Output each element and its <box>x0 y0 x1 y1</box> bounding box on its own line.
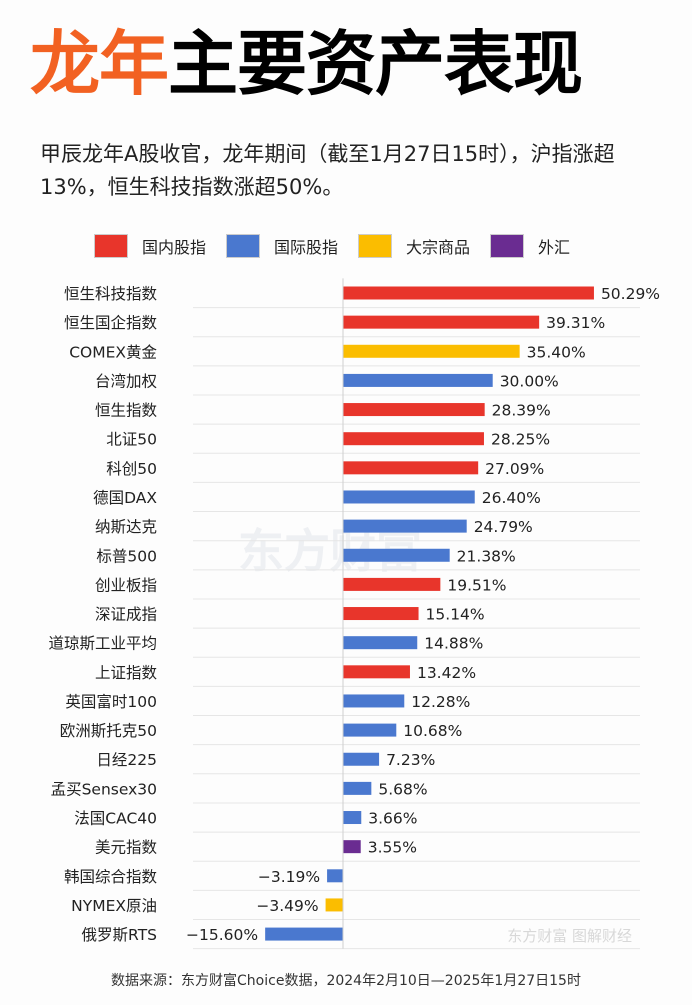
value-label: 5.68% <box>378 780 427 798</box>
bar <box>343 636 418 650</box>
bar <box>325 898 343 912</box>
value-label: 26.40% <box>482 489 541 507</box>
bar <box>343 490 475 504</box>
category-label: 道琼斯工业平均 <box>48 635 157 653</box>
bar <box>327 869 343 883</box>
bar <box>343 373 493 387</box>
category-label: 孟买Sensex30 <box>51 780 157 798</box>
category-label: 俄罗斯RTS <box>82 926 157 944</box>
bar <box>343 403 485 417</box>
value-label: 3.55% <box>368 839 417 857</box>
category-label: 恒生科技指数 <box>64 285 158 303</box>
data-source: 数据来源：东方财富Choice数据，2024年2月10日—2025年1月27日1… <box>111 973 581 989</box>
bar <box>343 840 361 854</box>
value-label: 14.88% <box>424 635 483 653</box>
bar <box>343 315 540 329</box>
legend-label: 外汇 <box>538 238 571 257</box>
category-label: COMEX黄金 <box>69 343 157 361</box>
category-label: 标普500 <box>96 547 157 565</box>
value-label: 28.39% <box>492 402 551 420</box>
legend-label: 国际股指 <box>274 238 339 257</box>
category-label: 日经225 <box>96 751 157 769</box>
value-label: 19.51% <box>447 576 506 594</box>
value-label: 21.38% <box>457 547 516 565</box>
value-label: −3.49% <box>256 897 318 915</box>
page-title: 龙年主要资产表现 <box>30 23 583 105</box>
bar <box>343 723 397 737</box>
legend-swatch <box>490 234 525 258</box>
category-label: 创业板指 <box>95 576 157 594</box>
watermark-corner: 东方财富 图解财经 <box>507 927 632 945</box>
value-label: 10.68% <box>403 722 462 740</box>
category-label: 恒生指数 <box>95 402 158 420</box>
value-label: −3.19% <box>258 868 320 886</box>
bar <box>343 432 484 446</box>
legend-swatch <box>94 234 128 258</box>
value-label: 27.09% <box>485 460 544 478</box>
legend-item-domestic: 国内股指 <box>94 234 206 258</box>
legend-label: 大宗商品 <box>406 238 471 257</box>
value-label: −15.60% <box>186 926 258 944</box>
legend-item-fx: 外汇 <box>490 234 570 258</box>
legend-item-intl: 国际股指 <box>226 234 338 258</box>
value-label: 7.23% <box>386 751 435 769</box>
category-label: 恒生国企指数 <box>64 314 158 332</box>
bar <box>343 519 467 533</box>
category-label: 纳斯达克 <box>95 518 157 536</box>
bar <box>265 927 343 941</box>
value-label: 28.25% <box>491 431 550 449</box>
category-label: 韩国综合指数 <box>64 868 158 886</box>
bar <box>343 694 405 708</box>
category-label: 法国CAC40 <box>74 810 157 828</box>
legend-swatch <box>358 234 393 258</box>
bar <box>343 344 520 358</box>
category-label: 科创50 <box>106 460 157 478</box>
category-label: 美元指数 <box>95 839 158 857</box>
legend-item-commodity: 大宗商品 <box>358 234 470 258</box>
value-label: 3.66% <box>368 810 417 828</box>
category-label: 欧洲斯托克50 <box>60 722 157 740</box>
legend-swatch <box>226 234 261 258</box>
bar <box>343 548 450 562</box>
bar <box>343 811 362 825</box>
value-label: 13.42% <box>417 664 476 682</box>
category-label: 北证50 <box>106 431 157 449</box>
bar <box>343 752 380 766</box>
title-highlight: 龙年 <box>30 23 169 105</box>
bar <box>343 577 441 591</box>
value-label: 50.29% <box>601 285 660 303</box>
category-label: 深证成指 <box>95 606 157 624</box>
legend-label: 国内股指 <box>142 238 207 257</box>
title-rest: 主要资产表现 <box>168 23 583 105</box>
bar <box>343 665 410 679</box>
bar <box>343 607 419 621</box>
value-label: 30.00% <box>500 372 559 390</box>
category-label: NYMEX原油 <box>71 897 157 915</box>
value-label: 24.79% <box>474 518 533 536</box>
subtitle: 甲辰龙年A股收官，龙年期间（截至1月27日15时），沪指涨超13%，恒生科技指数… <box>40 142 615 199</box>
category-label: 德国DAX <box>93 489 157 507</box>
value-label: 35.40% <box>527 343 586 361</box>
category-label: 英国富时100 <box>65 693 157 711</box>
bar <box>343 781 372 795</box>
bar <box>343 461 479 475</box>
value-label: 15.14% <box>426 606 485 624</box>
legend: 国内股指 国际股指 大宗商品 外汇 <box>94 234 590 258</box>
value-label: 12.28% <box>411 693 470 711</box>
category-label: 上证指数 <box>95 664 158 682</box>
value-label: 39.31% <box>546 314 605 332</box>
bar <box>343 286 594 300</box>
category-label: 台湾加权 <box>95 372 157 390</box>
